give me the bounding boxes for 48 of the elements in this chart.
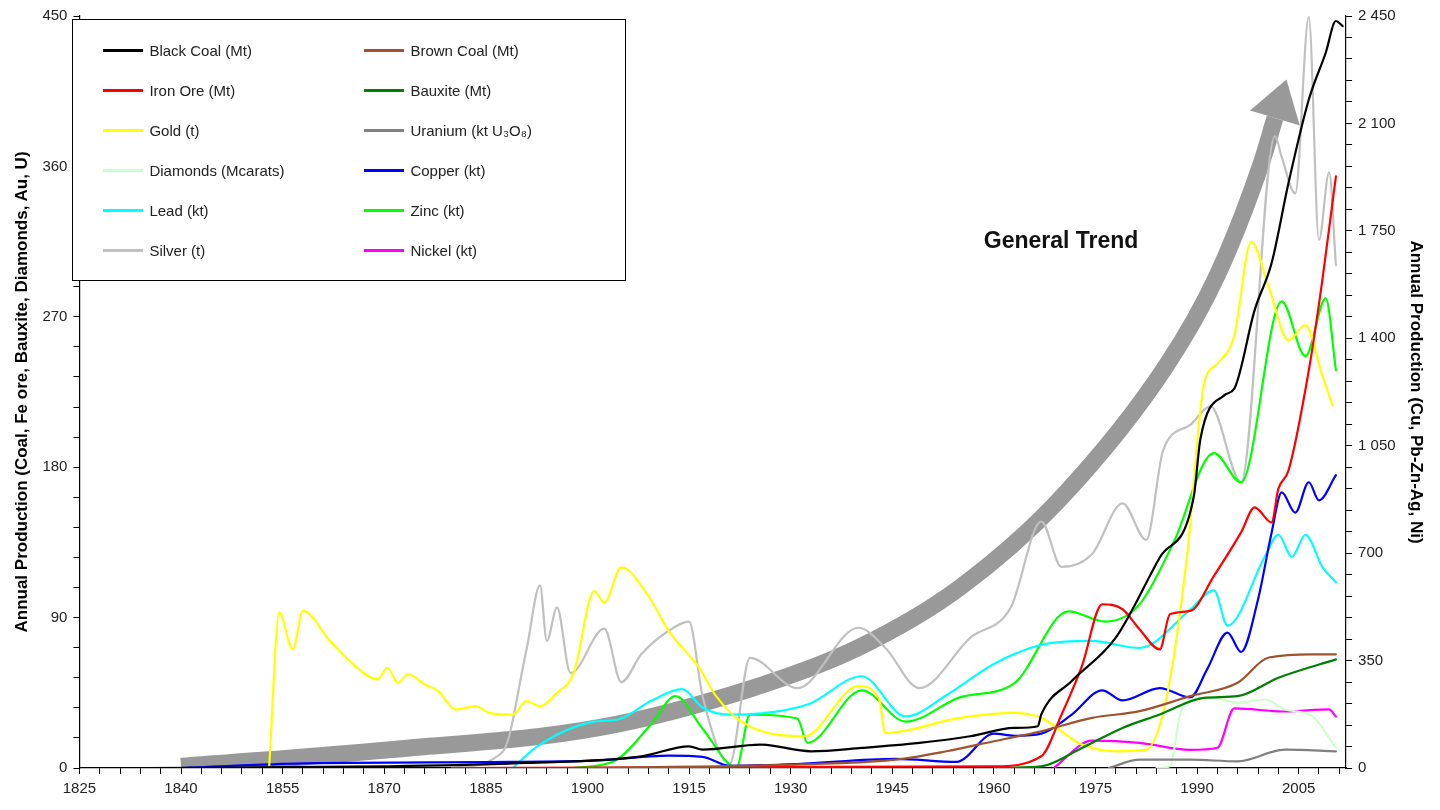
legend-label: Iron Ore (Mt): [149, 81, 236, 99]
line-series: [992, 658, 1337, 768]
legend-label: Lead (kt): [149, 201, 209, 219]
y-tick-label: 90: [50, 607, 68, 625]
legend-label: Diamonds (Mcarats): [149, 161, 285, 179]
y-tick-label: 180: [42, 457, 68, 475]
line-series: [1107, 748, 1337, 768]
y2-tick-label: 0: [1358, 758, 1367, 776]
x-tick-label: 1840: [164, 779, 198, 797]
x-tick-label: 1885: [469, 779, 503, 797]
y2-tick-label: 700: [1358, 543, 1384, 561]
legend-label: Silver (t): [149, 241, 206, 259]
y2-tick-label: 1 050: [1358, 435, 1396, 453]
y-tick-label: 360: [42, 156, 68, 174]
y-tick-label: 450: [42, 6, 68, 24]
y2-axis-title: Annual Production (Cu, Pb-Zn-Ag, Ni): [1407, 240, 1427, 544]
legend-label: Uranium (kt U₃O₈): [410, 121, 532, 139]
line-series: [586, 653, 1337, 768]
x-tick-label: 1855: [265, 779, 300, 797]
x-tick-label: 1990: [1180, 779, 1214, 797]
x-tick-label: 1960: [977, 779, 1011, 797]
y2-tick-label: 2 450: [1358, 6, 1396, 24]
x-tick-label: 1975: [1078, 779, 1113, 797]
x-tick-label: 2005: [1281, 779, 1316, 797]
line-series: [511, 533, 1337, 768]
y2-tick-label: 2 100: [1358, 113, 1396, 131]
y2-tick-label: 350: [1358, 650, 1384, 668]
legend-label: Brown Coal (Mt): [410, 41, 519, 59]
y2-tick-label: 1 400: [1358, 328, 1396, 346]
y-tick-label: 0: [59, 758, 68, 776]
y-axis-title: Annual Production (Coal, Fe ore, Bauxite, Diamonds, Au, U): [11, 151, 31, 633]
x-tick-label: 1915: [672, 779, 706, 797]
y-tick-label: 270: [42, 306, 68, 324]
x-tick-label: 1870: [367, 779, 401, 797]
legend-label: Gold (t): [149, 121, 200, 139]
legend-label: Zinc (kt): [410, 201, 465, 219]
x-tick-label: 1825: [62, 779, 97, 797]
legend-label: Bauxite (Mt): [410, 81, 492, 99]
line-series: [1155, 696, 1337, 768]
y2-tick-label: 1 750: [1358, 221, 1396, 238]
legend-label: Nickel (kt): [410, 241, 478, 259]
legend-label: Black Coal (Mt): [149, 41, 252, 59]
legend-label: Copper (kt): [410, 161, 486, 179]
annotation: General Trend: [983, 226, 1139, 253]
x-tick-label: 1930: [773, 779, 808, 797]
x-tick-label: 1900: [570, 779, 605, 797]
line-series: [1053, 707, 1337, 768]
x-tick-label: 1945: [875, 779, 909, 797]
